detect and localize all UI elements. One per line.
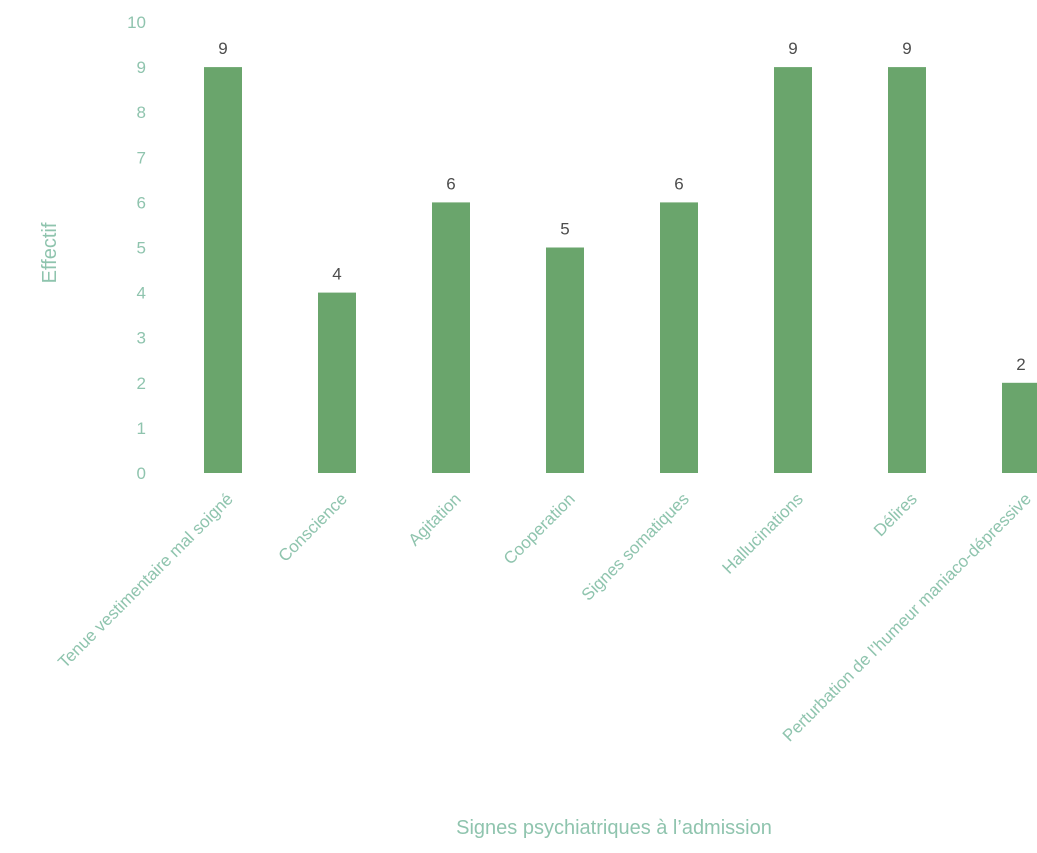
y-tick-label: 6 bbox=[137, 193, 146, 212]
y-tick-label: 3 bbox=[137, 329, 146, 348]
bar-value-label: 9 bbox=[902, 39, 911, 58]
x-tick-label: Tenue vestimentaire mal soigné bbox=[54, 489, 236, 671]
x-axis-title: Signes psychiatriques à l’admission bbox=[456, 817, 772, 839]
bars-group bbox=[204, 67, 1037, 473]
bar bbox=[660, 202, 698, 473]
bar-value-label: 4 bbox=[332, 265, 341, 284]
y-tick-label: 8 bbox=[137, 103, 146, 122]
bar bbox=[546, 247, 584, 473]
y-axis-title: Effectif bbox=[39, 222, 61, 283]
bar bbox=[1002, 382, 1037, 473]
x-axis-tick-labels: Tenue vestimentaire mal soigné Conscience… bbox=[54, 489, 1034, 745]
x-tick-label: Cooperation bbox=[500, 489, 579, 568]
value-labels-group: 9 4 6 5 6 9 9 2 bbox=[218, 39, 1025, 374]
bar-value-label: 9 bbox=[218, 39, 227, 58]
x-tick-label: Signes somatiques bbox=[578, 489, 693, 604]
bar bbox=[432, 202, 470, 473]
x-tick-label: Délires bbox=[870, 489, 921, 540]
x-tick-label: Perturbation de l’humeur maniaco-dépress… bbox=[779, 489, 1035, 745]
bar bbox=[774, 67, 812, 473]
x-tick-label: Hallucinations bbox=[719, 489, 807, 577]
bar-value-label: 6 bbox=[446, 174, 455, 193]
x-tick-label: Agitation bbox=[405, 489, 465, 549]
y-tick-label: 9 bbox=[137, 58, 146, 77]
y-tick-label: 7 bbox=[137, 148, 146, 167]
x-tick-label: Conscience bbox=[275, 489, 351, 565]
y-tick-label: 10 bbox=[127, 13, 146, 32]
y-tick-label: 1 bbox=[137, 419, 146, 438]
bar-value-label: 2 bbox=[1016, 355, 1025, 374]
bar bbox=[204, 67, 242, 473]
bar-value-label: 9 bbox=[788, 39, 797, 58]
bar-value-label: 5 bbox=[560, 220, 569, 239]
bar-value-label: 6 bbox=[674, 174, 683, 193]
y-tick-label: 4 bbox=[137, 284, 146, 303]
y-tick-label: 5 bbox=[137, 239, 146, 258]
y-tick-label: 2 bbox=[137, 374, 146, 393]
bar bbox=[888, 67, 926, 473]
y-tick-label: 0 bbox=[137, 464, 146, 483]
bar bbox=[318, 292, 356, 473]
y-axis-ticks: 0 1 2 3 4 5 6 7 8 9 10 bbox=[127, 13, 146, 483]
